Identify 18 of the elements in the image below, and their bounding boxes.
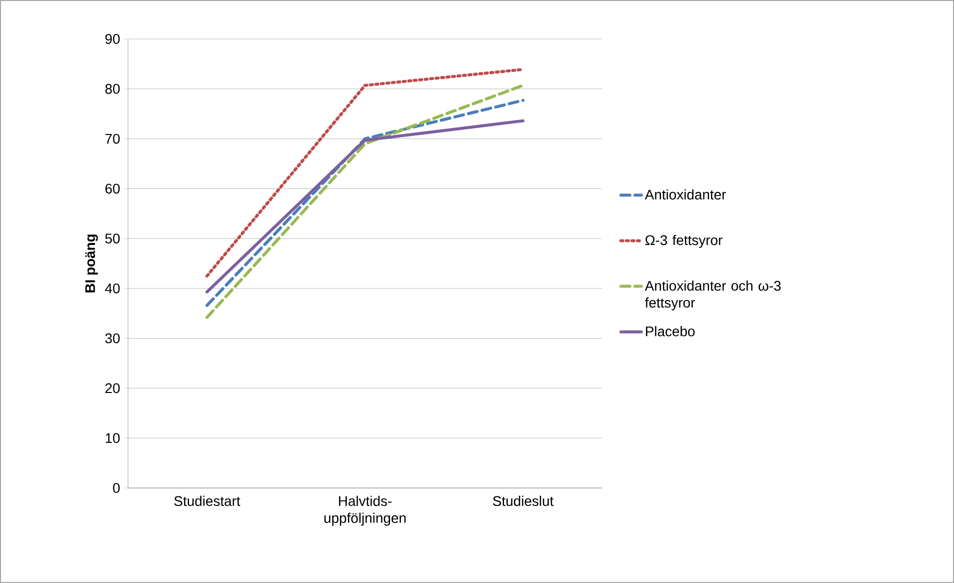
y-tick-label: 0 xyxy=(113,483,120,493)
y-tick-label: 80 xyxy=(105,84,120,94)
y-tick-label: 50 xyxy=(105,234,120,244)
y-tick-label: 30 xyxy=(105,333,120,344)
y-axis-title: BI poäng xyxy=(85,234,98,292)
legend-label: Ω-3 fettsyror xyxy=(645,234,722,248)
y-tick-label: 10 xyxy=(106,433,120,444)
y-tick-label: 90 xyxy=(105,34,120,44)
y-tick-label: 60 xyxy=(105,184,120,194)
legend-label: Antioxidanter xyxy=(644,189,726,200)
legend-label: Placebo xyxy=(646,326,695,336)
x-tick-label: Halvtids-uppföljningen xyxy=(324,496,406,526)
y-tick-label: 20 xyxy=(105,383,120,394)
y-tick-label: 70 xyxy=(105,134,120,144)
y-tick-label: 40 xyxy=(105,283,120,294)
legend-label: Antioxidanter och ω-3 fettsyror xyxy=(644,280,781,310)
x-tick-label: Studiestart xyxy=(174,496,240,506)
x-tick-label: Studieslut xyxy=(493,496,554,506)
